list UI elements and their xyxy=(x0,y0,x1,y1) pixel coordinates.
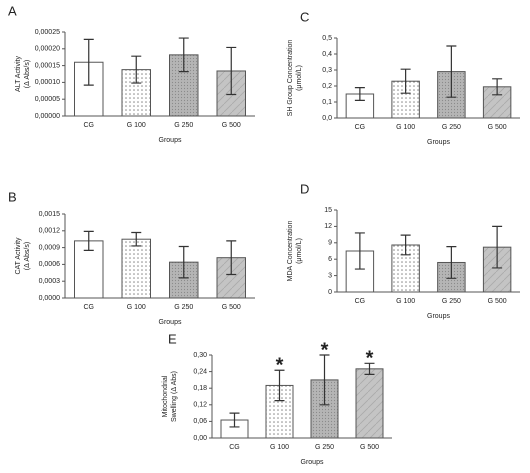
y-axis-label: ALT Activity xyxy=(15,56,22,92)
y-tick-label: 12 xyxy=(324,223,332,230)
bar xyxy=(121,238,151,299)
panel-letter: B xyxy=(8,189,17,204)
x-tick-label: G 500 xyxy=(488,124,507,131)
panel-letter: A xyxy=(8,3,17,18)
x-tick-label: G 250 xyxy=(174,122,193,129)
x-tick-label: CG xyxy=(355,298,366,305)
y-axis-label: MDA Concentration xyxy=(287,221,294,282)
panel-letter: C xyxy=(300,9,309,24)
x-tick-label: G 250 xyxy=(442,124,461,131)
y-tick-label: 0,06 xyxy=(193,418,207,425)
error-bar xyxy=(226,46,237,96)
y-tick-label: 0,1 xyxy=(322,99,332,106)
y-tick-label: 15 xyxy=(324,207,332,214)
error-bar xyxy=(131,55,142,84)
panel-letter: D xyxy=(300,181,309,196)
x-axis-label: Groups xyxy=(159,137,182,144)
significance-marker: * xyxy=(276,354,284,376)
x-tick-label: G 500 xyxy=(360,444,379,451)
y-tick-label: 0,00025 xyxy=(35,29,60,36)
error-bar xyxy=(83,230,94,251)
significance-marker: * xyxy=(321,339,329,361)
y-tick-label: 0,5 xyxy=(322,35,332,42)
x-tick-label: G 250 xyxy=(174,304,193,311)
y-tick-label: 0,00015 xyxy=(35,62,60,69)
y-tick-label: 0,0000 xyxy=(39,295,61,302)
x-tick-label: G 100 xyxy=(127,304,146,311)
x-tick-label: G 100 xyxy=(270,444,289,451)
x-axis-label: Groups xyxy=(427,139,450,146)
x-tick-label: CG xyxy=(84,122,95,129)
error-bar xyxy=(354,232,365,270)
y-axis-label: (μmol/L) xyxy=(296,65,303,91)
x-tick-label: G 500 xyxy=(222,304,241,311)
bar xyxy=(355,368,384,439)
y-tick-label: 0,0003 xyxy=(39,278,61,285)
y-tick-label: 0,24 xyxy=(193,368,207,375)
y-axis-label: CAT Activity xyxy=(15,237,22,275)
x-tick-label: G 250 xyxy=(442,298,461,305)
error-bar xyxy=(229,412,240,428)
x-tick-label: G 250 xyxy=(315,444,334,451)
y-tick-label: 0,30 xyxy=(193,352,207,359)
error-bar xyxy=(492,78,503,96)
error-bar xyxy=(364,362,375,375)
y-tick-label: 0,4 xyxy=(322,51,332,58)
error-bar xyxy=(226,240,237,276)
error-bar xyxy=(131,231,142,247)
y-tick-label: 9 xyxy=(328,240,332,247)
bar xyxy=(482,246,512,293)
y-tick-label: 0,2 xyxy=(322,83,332,90)
x-tick-label: CG xyxy=(355,124,366,131)
error-bar xyxy=(354,87,365,101)
x-axis-label: Groups xyxy=(301,459,324,466)
y-axis-label: (μmol/L) xyxy=(296,238,303,264)
y-tick-label: 0,0015 xyxy=(39,211,61,218)
error-bar xyxy=(319,354,330,406)
y-axis-label: (Δ Abs/s) xyxy=(24,242,31,270)
x-tick-label: G 100 xyxy=(127,122,146,129)
panel-letter: E xyxy=(168,331,177,346)
error-bar xyxy=(492,225,503,269)
error-bar xyxy=(400,68,411,94)
y-tick-label: 0,0009 xyxy=(39,244,61,251)
y-tick-label: 0,00005 xyxy=(35,96,60,103)
x-axis-label: Groups xyxy=(427,313,450,320)
y-tick-label: 0,0006 xyxy=(39,261,61,268)
x-axis-label: Groups xyxy=(159,319,182,326)
error-bar xyxy=(178,37,189,73)
error-bar xyxy=(400,234,411,256)
y-tick-label: 0 xyxy=(328,289,332,296)
y-tick-label: 0,00000 xyxy=(35,113,60,120)
y-tick-label: 0,0012 xyxy=(39,228,61,235)
y-axis-label: Swelling (Δ Abs) xyxy=(171,371,178,422)
x-tick-label: G 500 xyxy=(222,122,241,129)
significance-marker: * xyxy=(366,348,374,370)
error-bar xyxy=(446,45,457,98)
y-tick-label: 0,00 xyxy=(193,435,207,442)
y-axis-label: Mitochondrial xyxy=(162,375,169,417)
error-bar xyxy=(178,245,189,279)
x-tick-label: G 100 xyxy=(396,298,415,305)
y-tick-label: 0,18 xyxy=(193,385,207,392)
y-tick-label: 0,3 xyxy=(322,67,332,74)
error-bar xyxy=(446,246,457,279)
y-tick-label: 0,12 xyxy=(193,402,207,409)
y-tick-label: 0,00020 xyxy=(35,46,60,53)
y-tick-label: 0,00010 xyxy=(35,79,60,86)
x-tick-label: CG xyxy=(84,304,95,311)
x-tick-label: G 500 xyxy=(488,298,507,305)
y-axis-label: SH Group Concentration xyxy=(287,40,294,117)
error-bar xyxy=(274,369,285,402)
y-tick-label: 0,0 xyxy=(322,115,332,122)
y-axis-label: (Δ Abs/s) xyxy=(24,60,31,88)
error-bar xyxy=(83,38,94,86)
y-tick-label: 6 xyxy=(328,256,332,263)
bar xyxy=(169,54,199,117)
x-tick-label: CG xyxy=(229,444,240,451)
y-tick-label: 3 xyxy=(328,272,332,279)
x-tick-label: G 100 xyxy=(396,124,415,131)
